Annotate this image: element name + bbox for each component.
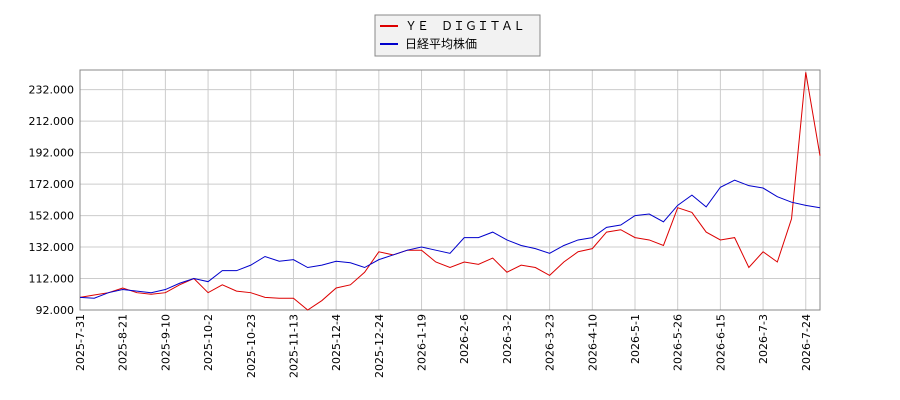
x-tick-label: 2025-12-24 <box>373 314 386 378</box>
series-line <box>79 179 821 299</box>
x-tick-label: 2025-8-21 <box>117 314 130 371</box>
x-tick-label: 2025-11-13 <box>287 314 300 378</box>
y-tick-label: 172.000 <box>29 178 75 191</box>
x-tick-label: 2026-3-2 <box>501 314 514 364</box>
x-tick-label: 2025-9-10 <box>159 314 172 371</box>
x-tick-label: 2025-10-23 <box>245 314 258 378</box>
legend-box <box>374 14 541 57</box>
x-tick-label: 2025-7-31 <box>74 314 87 371</box>
legend-label: ＹＥ ＤＩＧＩＴＡＬ <box>405 19 525 33</box>
x-tick-label: 2026-1-19 <box>416 314 429 371</box>
y-tick-label: 92.000 <box>36 304 75 317</box>
x-tick-label: 2026-7-24 <box>800 314 813 371</box>
x-tick-label: 2026-5-26 <box>672 314 685 371</box>
y-tick-label: 192.000 <box>29 147 75 160</box>
x-tick-label: 2026-6-15 <box>714 314 727 371</box>
y-tick-label: 132.000 <box>29 241 75 254</box>
y-tick-label: 212.000 <box>29 115 75 128</box>
y-tick-label: 112.000 <box>29 273 75 286</box>
x-tick-label: 2026-2-6 <box>458 314 471 364</box>
x-tick-label: 2026-5-1 <box>629 314 642 364</box>
series-line <box>79 72 821 311</box>
x-tick-label: 2025-10-2 <box>202 314 215 371</box>
plot-frame <box>79 69 821 311</box>
y-tick-label: 152.000 <box>29 210 75 223</box>
x-tick-label: 2026-7-3 <box>757 314 770 364</box>
legend-label: 日経平均株価 <box>405 36 477 51</box>
x-tick-label: 2026-3-23 <box>544 314 557 371</box>
y-tick-label: 232.000 <box>29 84 75 97</box>
x-tick-label: 2026-4-10 <box>586 314 599 371</box>
x-tick-label: 2025-12-4 <box>330 314 343 371</box>
